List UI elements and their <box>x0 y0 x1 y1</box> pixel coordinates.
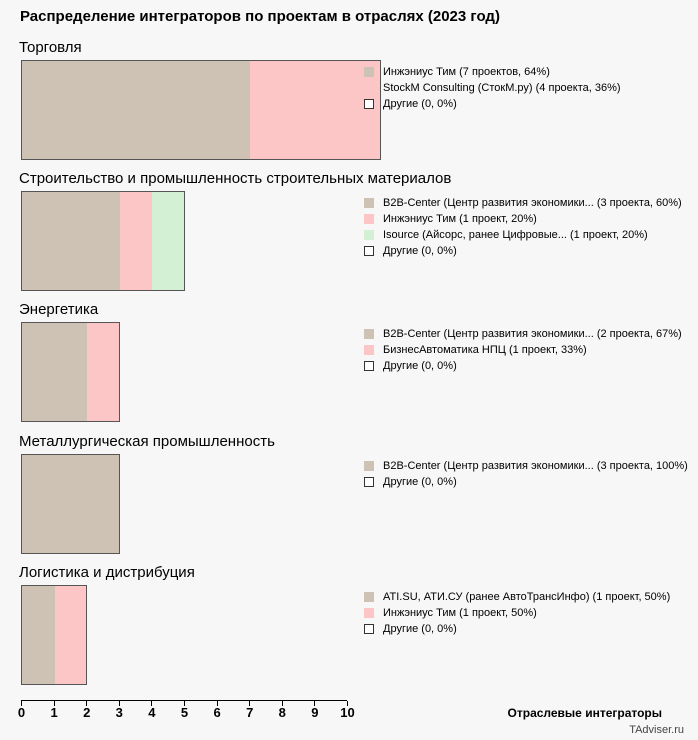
legend-label: Другие (0, 0%) <box>383 360 457 372</box>
stacked-bar <box>21 191 185 291</box>
legend-label: Инжэниус Тим (1 проект, 20%) <box>383 213 537 225</box>
x-tick-label: 10 <box>340 705 355 720</box>
legend-swatch <box>364 608 374 618</box>
legend-label: Другие (0, 0%) <box>383 623 457 635</box>
legend-label: ATI.SU, АТИ.СУ (ранее АвтоТрансИнфо) (1 … <box>383 591 671 603</box>
x-tick <box>281 701 283 706</box>
source-credit: TAdviser.ru <box>629 724 684 736</box>
legend-label: Инжэниус Тим (1 проект, 50%) <box>383 607 537 619</box>
legend-label: Другие (0, 0%) <box>383 245 457 257</box>
section-title: Металлургическая промышленность <box>19 433 275 450</box>
legend-swatch <box>364 198 374 208</box>
x-tick <box>53 701 55 706</box>
bar-segment <box>119 192 153 290</box>
stacked-bar <box>21 454 120 554</box>
legend-swatch <box>364 592 374 602</box>
legend-swatch <box>364 83 374 93</box>
legend-label: StockM Consulting (СтокМ.ру) (4 проекта,… <box>383 82 621 94</box>
bar-segment <box>22 586 55 684</box>
stacked-bar <box>21 585 88 685</box>
bar-segment <box>152 192 184 290</box>
x-tick <box>347 701 348 706</box>
legend-label: БизнесАвтоматика НПЦ (1 проект, 33%) <box>383 344 587 356</box>
legend-swatch <box>364 214 374 224</box>
legend-swatch <box>364 67 374 77</box>
legend-label: B2B-Center (Центр развития экономики... … <box>383 197 682 209</box>
legend-swatch <box>364 345 374 355</box>
legend-swatch <box>364 477 374 487</box>
legend-label: B2B-Center (Центр развития экономики... … <box>383 460 688 472</box>
x-tick-label: 9 <box>311 705 319 720</box>
x-tick <box>151 701 153 706</box>
x-tick-label: 1 <box>50 705 58 720</box>
x-tick <box>216 701 218 706</box>
bar-segment <box>250 61 380 159</box>
x-tick-label: 8 <box>278 705 286 720</box>
bar-segment <box>54 586 87 684</box>
stacked-bar <box>21 60 381 160</box>
x-tick-label: 5 <box>180 705 189 720</box>
x-tick <box>184 701 185 706</box>
legend-label: Другие (0, 0%) <box>383 476 457 488</box>
section-title: Логистика и дистрибуция <box>19 564 195 581</box>
bar-segment <box>22 61 251 159</box>
section-title: Энергетика <box>19 301 99 318</box>
x-axis-line <box>21 700 347 701</box>
x-tick <box>118 701 120 706</box>
bar-segment <box>22 323 88 421</box>
x-tick-label: 4 <box>148 705 156 720</box>
section-title: Торговля <box>19 39 82 56</box>
x-axis-title: Отраслевые интеграторы <box>507 706 662 720</box>
legend-swatch <box>364 624 374 634</box>
x-tick-label: 3 <box>115 705 123 720</box>
legend-swatch <box>364 361 374 371</box>
x-tick-label: 6 <box>213 705 221 720</box>
x-tick <box>249 701 251 706</box>
legend-swatch <box>364 246 374 256</box>
x-tick-label: 0 <box>17 705 26 720</box>
stacked-bar <box>21 322 120 422</box>
bar-segment <box>87 323 119 421</box>
x-tick <box>86 701 88 706</box>
bar-segment <box>22 192 120 290</box>
legend-swatch <box>364 230 374 240</box>
legend-label: Другие (0, 0%) <box>383 98 457 110</box>
x-tick <box>314 701 316 706</box>
legend-swatch <box>364 99 374 109</box>
legend-label: Isource (Айсорс, ранее Цифровые... (1 пр… <box>383 229 648 241</box>
x-tick-label: 7 <box>246 705 254 720</box>
legend-label: Инжэниус Тим (7 проектов, 64%) <box>383 66 550 78</box>
bar-segment <box>22 455 119 553</box>
x-tick-label: 2 <box>83 705 91 720</box>
chart-title: Распределение интеграторов по проектам в… <box>20 8 500 25</box>
legend-swatch <box>364 461 374 471</box>
section-title: Строительство и промышленность строитель… <box>19 170 452 187</box>
legend-swatch <box>364 329 374 339</box>
legend-label: B2B-Center (Центр развития экономики... … <box>383 328 682 340</box>
x-tick <box>21 701 22 706</box>
